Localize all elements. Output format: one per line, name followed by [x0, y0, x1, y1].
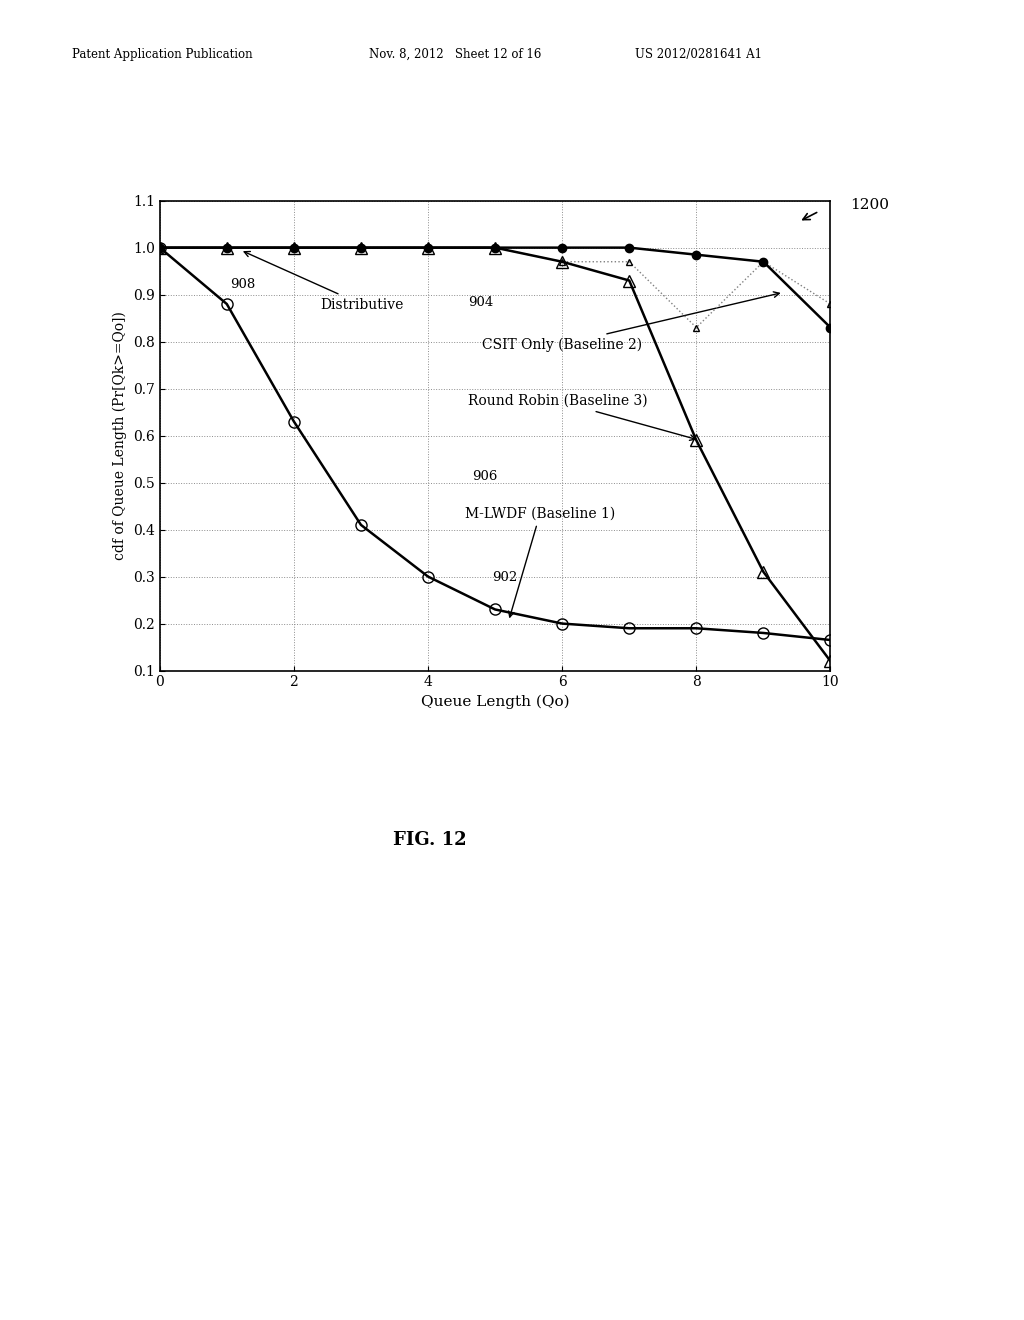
Text: 904: 904 — [468, 297, 494, 309]
Y-axis label: cdf of Queue Length (Pr[Qk>=Qo]): cdf of Queue Length (Pr[Qk>=Qo]) — [113, 312, 127, 560]
Text: Patent Application Publication: Patent Application Publication — [72, 48, 252, 61]
X-axis label: Queue Length (Qo): Queue Length (Qo) — [421, 694, 569, 709]
Text: Nov. 8, 2012   Sheet 12 of 16: Nov. 8, 2012 Sheet 12 of 16 — [369, 48, 541, 61]
Text: 902: 902 — [492, 572, 517, 585]
Text: 1200: 1200 — [850, 198, 889, 211]
Text: 906: 906 — [472, 470, 497, 483]
Text: US 2012/0281641 A1: US 2012/0281641 A1 — [635, 48, 762, 61]
Text: FIG. 12: FIG. 12 — [393, 830, 467, 849]
Text: Round Robin (Baseline 3): Round Robin (Baseline 3) — [468, 395, 695, 441]
Text: Distributive: Distributive — [244, 252, 404, 312]
Text: 908: 908 — [230, 277, 255, 290]
Text: CSIT Only (Baseline 2): CSIT Only (Baseline 2) — [481, 292, 779, 351]
Text: M-LWDF (Baseline 1): M-LWDF (Baseline 1) — [465, 507, 615, 616]
